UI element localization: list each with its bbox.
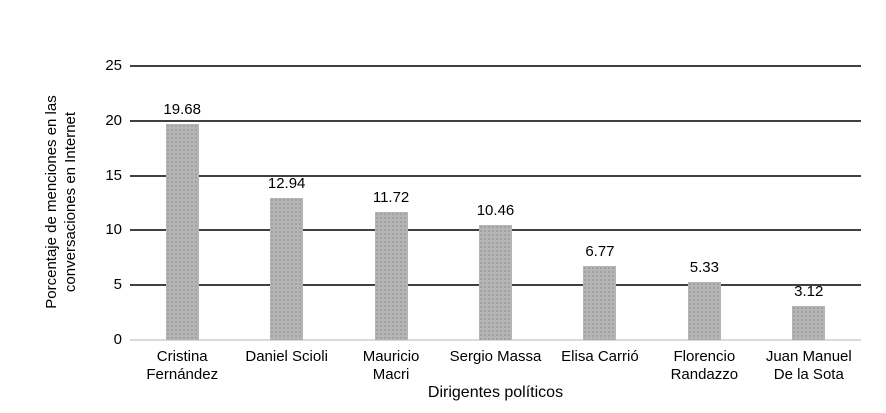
y-tick-label: 20 [105, 111, 122, 129]
bar [165, 124, 199, 340]
category-label: Daniel Scioli [245, 348, 328, 365]
bar [583, 265, 617, 340]
bar [792, 305, 826, 340]
category-label: Mauricio Macri [362, 348, 420, 383]
bar-value-label: 10.46 [476, 202, 515, 220]
bar [270, 198, 304, 340]
gridline [130, 119, 861, 122]
category-axis: Cristina Fernández Daniel Scioli Mauricio … [130, 348, 861, 386]
gridline [130, 174, 861, 177]
x-axis-title: Dirigentes políticos [427, 384, 564, 401]
y-tick-label: 10 [105, 221, 122, 239]
bar-value-label: 11.72 [372, 188, 410, 206]
y-tick-label: 15 [105, 166, 122, 184]
y-tick-label: 25 [105, 57, 122, 74]
bar-value-label: 5.33 [689, 258, 719, 276]
category-label: Elisa Carrió [561, 348, 639, 365]
y-tick-label: 0 [113, 331, 122, 348]
bar-value-label: 3.12 [794, 282, 824, 300]
bar-value-label: 12.94 [267, 175, 306, 193]
category-label: Florencio Randazzo [670, 348, 739, 383]
y-axis-title: Porcentaje de menciones en las conversac… [43, 95, 79, 309]
bar [374, 211, 408, 340]
bar [479, 225, 512, 340]
bar [687, 281, 721, 340]
category-label: Sergio Massa [449, 348, 542, 365]
plot-area: 19.68 12.94 11.72 10.46 6.77 5.33 3.12 [130, 65, 861, 341]
y-tick-label: 5 [113, 276, 122, 294]
bar-value-label: 6.77 [585, 242, 615, 260]
gridline [130, 65, 861, 67]
category-label: Cristina Fernández [146, 348, 219, 383]
bar-value-label: 19.68 [163, 101, 201, 119]
category-label: Juan Manuel De la Sota [765, 348, 852, 383]
x-axis-baseline [130, 339, 861, 341]
